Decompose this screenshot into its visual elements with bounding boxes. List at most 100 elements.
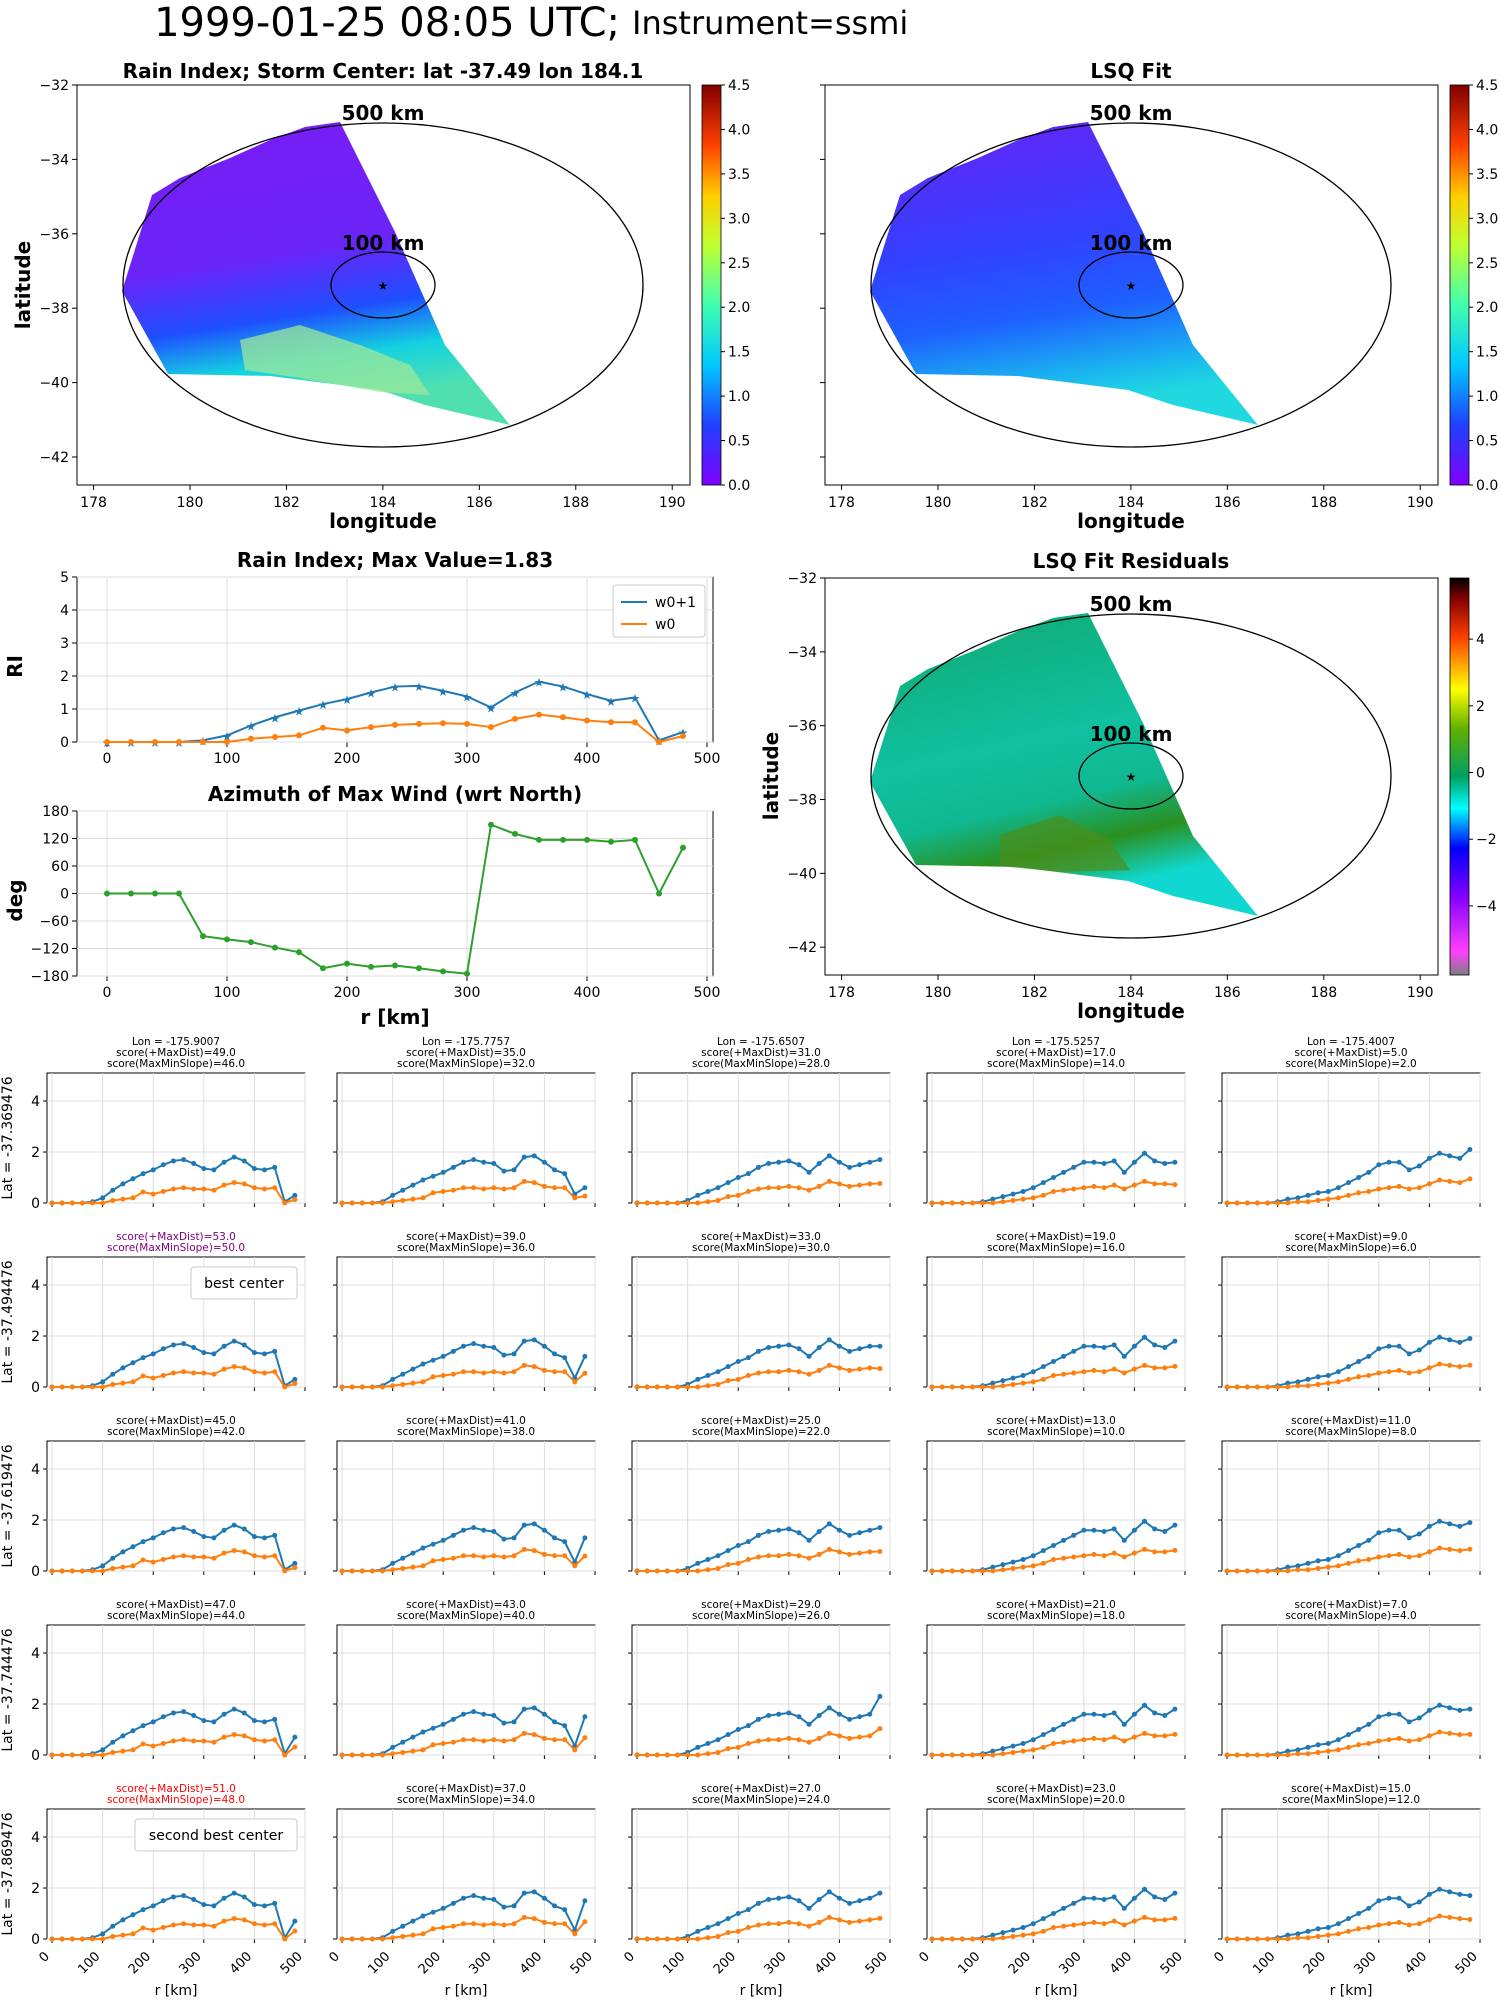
grid-panel-point — [1356, 1742, 1362, 1748]
grid-panel-point — [1325, 1741, 1331, 1747]
lsq-center-star-icon: ★ — [1126, 279, 1137, 293]
grid-panel-point — [695, 1192, 701, 1198]
grid-panel-xtick-label: 500 — [278, 1949, 306, 1977]
grid-panel-point — [766, 1921, 772, 1927]
grid-panel-title-line: score(+MaxDist)=19.0 — [996, 1231, 1116, 1243]
grid-panel-point — [552, 1737, 558, 1743]
grid-panel-point — [471, 1157, 477, 1163]
grid-panel-point — [847, 1164, 853, 1170]
grid-panel-point — [826, 1521, 832, 1527]
grid-panel-point — [262, 1167, 268, 1173]
grid-panel-point — [211, 1923, 217, 1929]
grid-panel-point — [150, 1719, 156, 1725]
grid-panel-point — [1426, 1523, 1432, 1529]
grid-panel-title-line: score(+MaxDist)=51.0 — [116, 1783, 236, 1795]
residual-map-ylabel: latitude — [759, 732, 783, 820]
grid-panel-point — [990, 1748, 996, 1754]
grid-panel-point — [481, 1554, 487, 1560]
grid-panel-point — [1050, 1373, 1056, 1379]
grid-panel-point — [980, 1752, 986, 1758]
grid-panel-point — [582, 1919, 588, 1925]
grid-panel-point — [695, 1200, 701, 1206]
storm-center-star-icon: ★ — [378, 279, 389, 293]
grid-panel-point — [1366, 1557, 1372, 1563]
grid-panel-point — [644, 1936, 650, 1942]
grid-panel-point — [170, 1342, 176, 1348]
rain-index-chart-ytick-label: 5 — [60, 570, 69, 586]
grid-panel-point — [251, 1369, 257, 1375]
grid-panel-point — [1325, 1557, 1331, 1563]
grid-panel-point — [1325, 1925, 1331, 1931]
grid-panel-point — [1020, 1189, 1026, 1195]
grid-panel-point — [1172, 1522, 1178, 1528]
grid-panel-point — [1457, 1155, 1463, 1161]
grid-panel-point — [1265, 1936, 1271, 1942]
grid-panel-point — [867, 1527, 873, 1533]
grid-panel-frame — [336, 1624, 596, 1756]
grid-panel-point — [857, 1734, 863, 1740]
grid-panel-point — [1426, 1181, 1432, 1187]
grid-panel-point — [1131, 1182, 1137, 1188]
azimuth-chart-point — [128, 890, 134, 897]
azimuth-chart-point — [560, 836, 566, 843]
grid-panel-point — [1416, 1553, 1422, 1559]
grid-panel-point — [170, 1526, 176, 1532]
grid-panel-point — [877, 1343, 883, 1349]
grid-panel-point — [1305, 1751, 1311, 1757]
grid-panel-point — [1030, 1369, 1036, 1375]
grid-panel-point — [1376, 1922, 1382, 1928]
grid-panel-point — [1386, 1553, 1392, 1559]
grid-panel-point — [644, 1200, 650, 1206]
grid-panel-title-line: score(+MaxDist)=11.0 — [1291, 1415, 1411, 1427]
grid-panel-point — [725, 1746, 731, 1752]
rain-index-chart-xtick-label: 400 — [574, 751, 601, 767]
rain-xtick-label: 184 — [370, 495, 397, 511]
grid-panel-point — [705, 1925, 711, 1931]
rain-index-chart-point-star: ★ — [558, 681, 569, 695]
grid-panel-point — [745, 1189, 751, 1195]
grid-panel-point — [796, 1530, 802, 1536]
rain-index-chart-point — [632, 719, 638, 726]
azimuth-chart-ytick-label: −120 — [31, 942, 69, 958]
grid-panel-point — [836, 1527, 842, 1533]
grid-panel-frame — [336, 1072, 596, 1204]
grid-panel-point — [272, 1716, 278, 1722]
residual-ytick-label: −32 — [787, 571, 817, 587]
grid-panel-title-line: score(MaxMinSlope)=44.0 — [107, 1610, 245, 1622]
grid-panel-point — [582, 1898, 588, 1904]
grid-panel-point — [1437, 1702, 1443, 1708]
rain-index-chart-frame — [76, 576, 714, 743]
rain-cb-label: 2.5 — [728, 256, 750, 272]
grid-panel-xtick-label: 300 — [1056, 1949, 1084, 1977]
grid-panel-point — [1305, 1928, 1311, 1934]
grid-panel: 0 100 200 300 400 500 score(+MaxDist)=23.0scor… — [916, 1783, 1185, 1977]
grid-panel-point — [390, 1935, 396, 1941]
grid-panel-point — [644, 1568, 650, 1574]
grid-panel-point — [806, 1353, 812, 1359]
rain-index-chart-point — [128, 739, 134, 745]
grid-panel-point — [980, 1568, 986, 1574]
grid-panel-point — [481, 1895, 487, 1901]
grid-panel-xtick-label: 200 — [1301, 1949, 1329, 1977]
grid-panel-point — [231, 1154, 237, 1160]
rain-xtick-label: 188 — [562, 495, 589, 511]
grid-panel-point — [675, 1752, 681, 1758]
grid-panel-title-line: score(+MaxDist)=5.0 — [1295, 1047, 1408, 1059]
grid-panel-point — [1366, 1925, 1372, 1931]
grid-panel-point — [400, 1933, 406, 1939]
grid-panel-point — [826, 1153, 832, 1159]
grid-panel-point — [1040, 1180, 1046, 1186]
grid-panel-point — [766, 1896, 772, 1902]
grid-panel-point — [160, 1189, 166, 1195]
grid-panel-point — [1071, 1900, 1077, 1906]
grid-panel-point — [1172, 1338, 1178, 1344]
grid-panel-point — [400, 1381, 406, 1387]
lsq-cb-label: 4.5 — [1476, 78, 1498, 94]
grid-panel-point — [491, 1185, 497, 1191]
grid-panel-point — [796, 1369, 802, 1375]
azimuth-chart-point — [464, 970, 470, 977]
grid-panel-point — [1376, 1346, 1382, 1352]
grid-panel-point — [1467, 1146, 1473, 1152]
grid-row-label: Lat = -37.744476 — [0, 1628, 16, 1751]
grid-panel-point — [1386, 1343, 1392, 1349]
